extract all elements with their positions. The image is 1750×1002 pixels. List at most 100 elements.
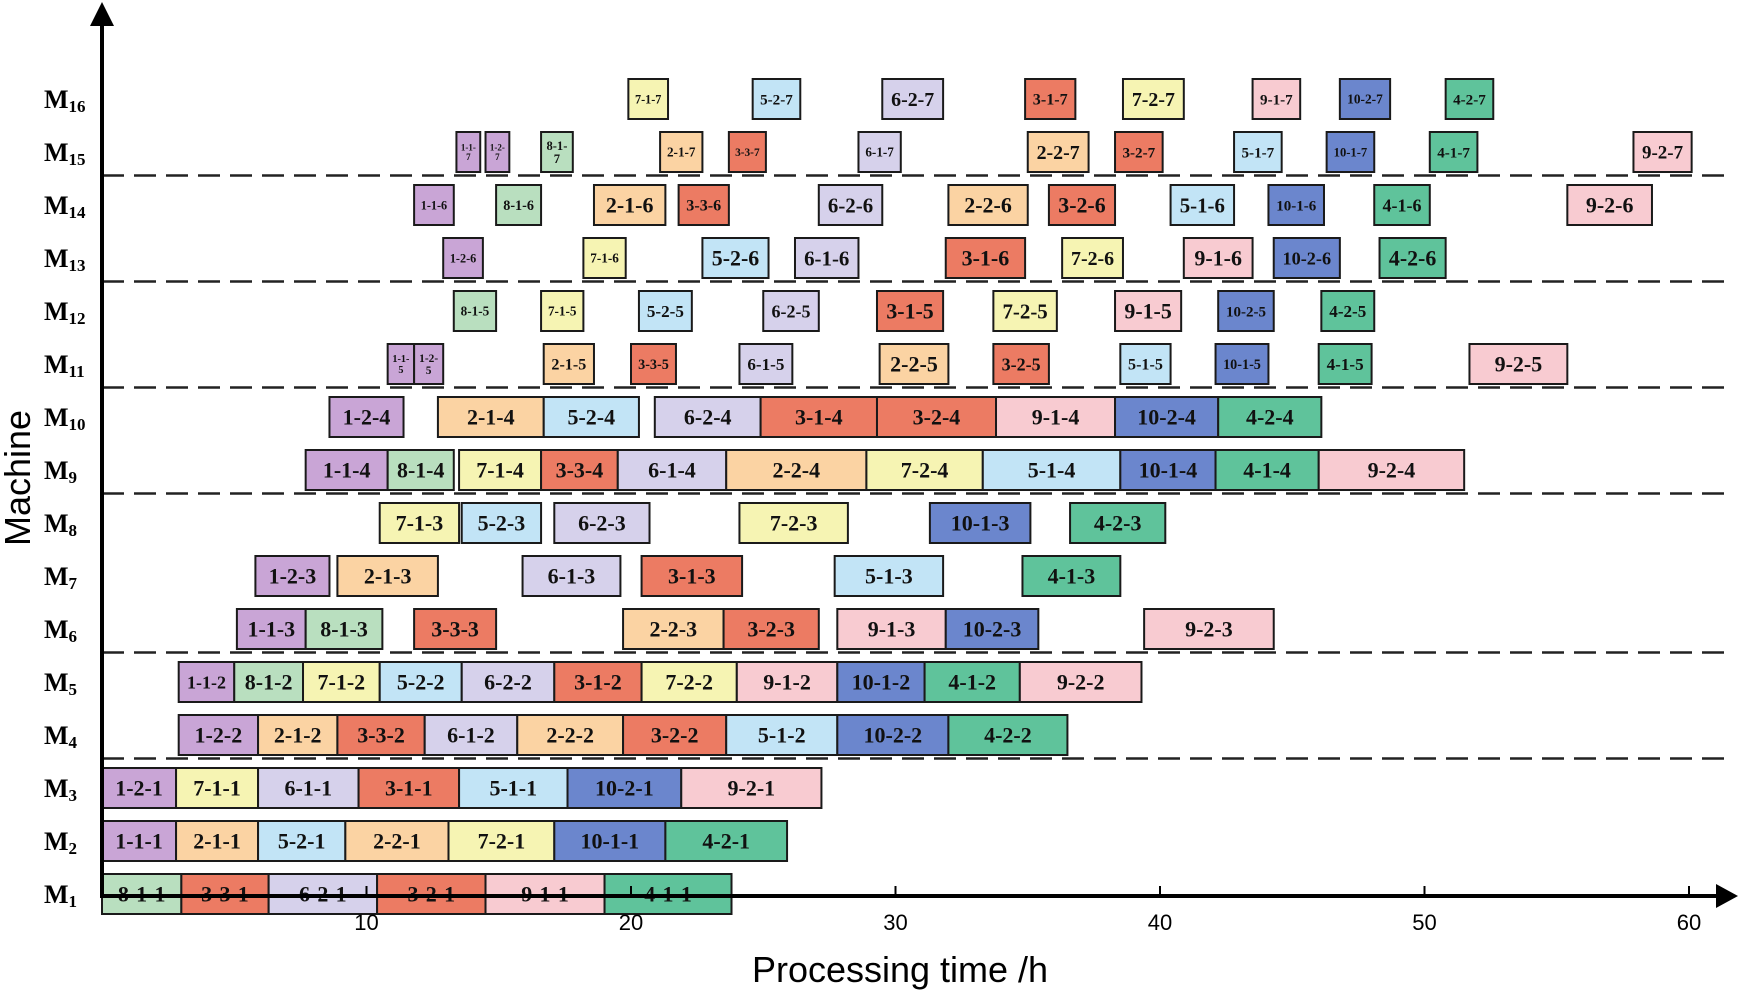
task-bar-label: 6-2-6 xyxy=(828,193,873,217)
task-bar-rect xyxy=(992,343,1050,385)
task-bar-rect xyxy=(1317,343,1373,385)
machine-label: M3 xyxy=(44,774,77,805)
task-bar-rect xyxy=(727,131,767,173)
task-bar: 1-2-2 xyxy=(177,714,260,756)
task-bar-rect xyxy=(817,184,884,226)
task-bar: 3-2-4 xyxy=(875,396,998,438)
task-bar-rect xyxy=(836,714,950,756)
task-bar-label: 6-1-6 xyxy=(804,246,849,270)
task-bar: 10-2-1 xyxy=(566,767,683,809)
task-bar-rect xyxy=(1444,78,1495,120)
task-bar-label: 3-3-3 xyxy=(431,617,479,642)
task-bar-rect xyxy=(1018,661,1143,703)
task-bar: 5-1-2 xyxy=(725,714,839,756)
task-bar-rect xyxy=(722,608,820,650)
task-bar-rect xyxy=(458,767,569,809)
task-bar-label: 2-2-4 xyxy=(772,458,820,483)
task-bar-rect xyxy=(833,555,945,597)
task-bar-rect xyxy=(413,184,455,226)
task-bar-rect xyxy=(680,767,823,809)
task-bar-rect xyxy=(1233,131,1283,173)
task-bar-label: 4-2-7 xyxy=(1453,92,1486,108)
task-bar-rect xyxy=(1272,237,1341,279)
task-bar: 7-2-4 xyxy=(865,449,984,491)
task-bar-rect xyxy=(553,820,667,862)
task-bar: 2-1-5 xyxy=(542,343,595,385)
task-bar-label: 6-2-3 xyxy=(578,511,626,536)
task-bar-rect xyxy=(1182,237,1254,279)
task-bar: 2-2-7 xyxy=(1026,131,1090,173)
task-bar-label: 10-1-7 xyxy=(1334,145,1368,159)
task-bar-label: 5-1-3 xyxy=(865,564,913,589)
task-bar-label: 4-1-3 xyxy=(1048,564,1096,589)
task-bar: 8-1-6 xyxy=(495,184,543,226)
task-bar-label: 2-1-5 xyxy=(551,357,586,374)
x-axis-title: Processing time /h xyxy=(752,949,1048,990)
task-bar-rect xyxy=(436,396,545,438)
task-bar: 7-1-5 xyxy=(540,290,585,332)
task-bar: 1-2-5 xyxy=(413,343,445,385)
task-bar-label: 1-1-7 xyxy=(461,142,476,162)
task-bar: 3-3-4 xyxy=(540,449,619,491)
task-bar: 3-3-6 xyxy=(677,184,730,226)
task-bar-rect xyxy=(992,290,1058,332)
task-bar-label: 10-2-6 xyxy=(1283,248,1332,268)
task-bar-rect xyxy=(521,555,622,597)
task-bar-rect xyxy=(177,714,260,756)
task-bar-label: 10-2-3 xyxy=(963,617,1022,642)
task-bar-rect xyxy=(1119,343,1172,385)
task-bar: 10-2-7 xyxy=(1338,78,1392,120)
task-bar: 4-2-3 xyxy=(1069,502,1167,544)
task-bar: 1-1-2 xyxy=(177,661,236,703)
task-bar: 3-2-3 xyxy=(722,608,820,650)
task-bar-label: 8-1-2 xyxy=(245,670,293,695)
task-bar-label: 7-1-1 xyxy=(193,776,241,801)
task-bar-label: 5-1-4 xyxy=(1028,458,1076,483)
task-bar-label: 6-2-7 xyxy=(891,89,934,111)
task-bar: 6-1-6 xyxy=(793,237,860,279)
x-tick-label: 10 xyxy=(354,910,378,935)
task-bar-rect xyxy=(622,608,725,650)
task-bar-rect xyxy=(175,820,260,862)
machine-label: M1 xyxy=(44,880,77,911)
task-bar-label: 7-2-1 xyxy=(478,829,526,854)
task-bar-label: 10-2-4 xyxy=(1137,405,1196,430)
task-bar-label: 9-2-7 xyxy=(1642,143,1684,164)
task-bar: 4-2-7 xyxy=(1444,78,1495,120)
task-bar: 5-2-4 xyxy=(542,396,640,438)
task-bar: 9-2-3 xyxy=(1143,608,1275,650)
task-bar-label: 7-2-3 xyxy=(770,511,818,536)
task-bar-label: 3-3-4 xyxy=(556,458,604,483)
task-bar-rect xyxy=(413,608,498,650)
machine-label: M16 xyxy=(44,85,86,116)
task-bar-rect xyxy=(878,343,950,385)
task-bar: 6-2-7 xyxy=(881,78,945,120)
task-bar-rect xyxy=(378,661,463,703)
task-bar-label: 8-1-4 xyxy=(397,458,444,483)
task-bar: 10-2-6 xyxy=(1272,237,1341,279)
task-bar-label: 9-2-5 xyxy=(1495,352,1543,377)
task-bar: 10-1-1 xyxy=(553,820,667,862)
task-bar-rect xyxy=(553,502,651,544)
task-bar-label: 5-1-2 xyxy=(758,723,806,748)
task-bar: 4-1-2 xyxy=(923,661,1021,703)
task-bar: 9-2-6 xyxy=(1566,184,1653,226)
task-bar-rect xyxy=(1217,290,1275,332)
task-bar-label: 9-1-2 xyxy=(763,670,811,695)
task-bar: 3-3-7 xyxy=(727,131,767,173)
task-bar: 9-1-4 xyxy=(995,396,1117,438)
task-bar-rect xyxy=(378,502,461,544)
task-bar-label: 2-1-6 xyxy=(606,193,654,218)
x-tick-label: 30 xyxy=(883,910,907,935)
task-bar: 2-2-5 xyxy=(878,343,950,385)
task-bar-label: 3-1-1 xyxy=(385,776,433,801)
task-bar-label: 9-1-4 xyxy=(1032,405,1080,430)
task-bar: 4-1-6 xyxy=(1373,184,1431,226)
task-bar: 3-1-3 xyxy=(640,555,744,597)
task-bar-label: 2-1-3 xyxy=(364,564,412,589)
task-bar-label: 4-1-7 xyxy=(1437,145,1470,161)
task-bar-label: 4-1-5 xyxy=(1327,355,1364,374)
task-bar-label: 10-2-7 xyxy=(1347,92,1383,107)
task-bar: 6-1-7 xyxy=(857,131,902,173)
task-bar-rect xyxy=(540,449,619,491)
